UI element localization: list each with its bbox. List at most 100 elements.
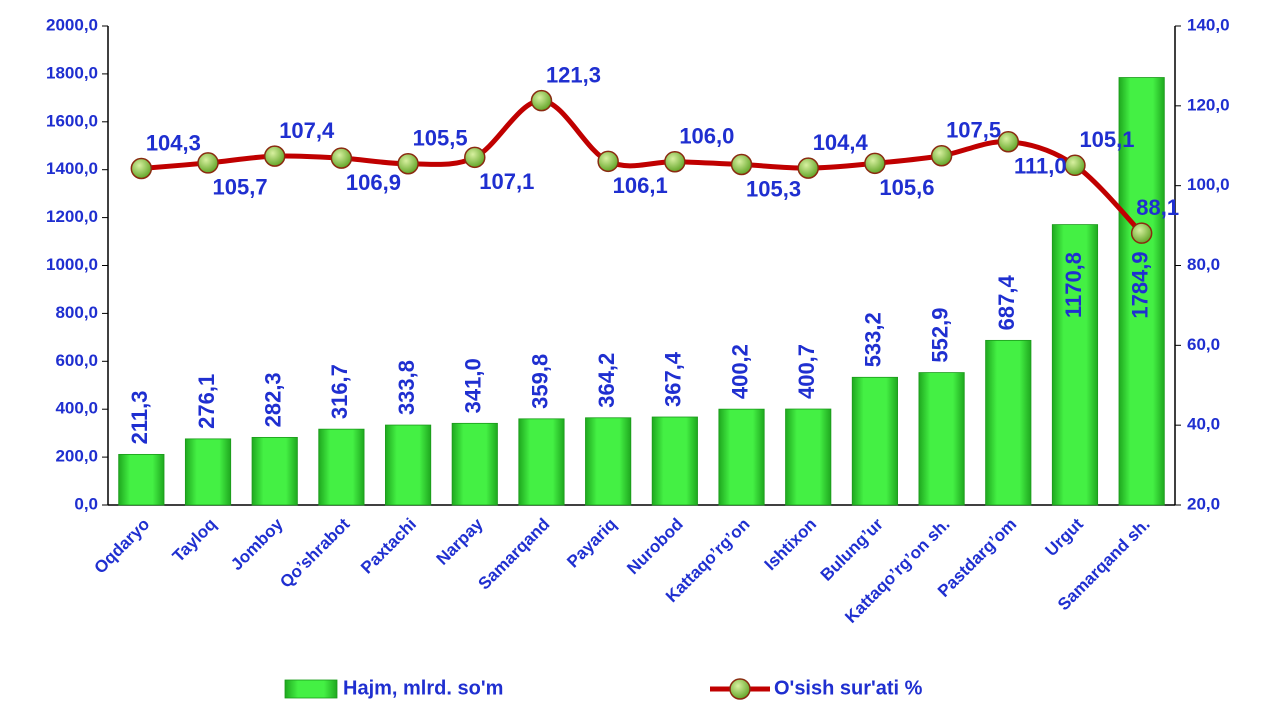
line-marker xyxy=(864,152,886,175)
line-value-label: 121,3 xyxy=(546,62,601,87)
line-value-label: 107,1 xyxy=(479,169,534,194)
line-value-label: 111,0 xyxy=(1014,154,1067,179)
x-tick-label: Ishtixon xyxy=(761,515,821,575)
line xyxy=(141,98,1144,235)
x-tick-label: Samarqand xyxy=(475,515,554,594)
x-tick-label: Paxtachi xyxy=(357,515,420,578)
bar-value-label: 359,8 xyxy=(527,354,552,409)
legend-label: O'sish sur'ati % xyxy=(774,677,923,699)
y-tick-label: 200,0 xyxy=(55,447,98,466)
bar xyxy=(518,418,565,506)
line-marker xyxy=(130,157,153,180)
bar xyxy=(985,339,1032,506)
x-tick-label: Urgut xyxy=(1041,514,1087,560)
line-marker xyxy=(1064,154,1086,177)
bar xyxy=(1051,224,1099,506)
y-tick-label: 0,0 xyxy=(74,494,98,513)
line-value-label: 107,5 xyxy=(946,118,1001,143)
x-tick-label: Tayloq xyxy=(169,515,220,566)
line-marker xyxy=(530,89,553,112)
x-tick-label: Narpay xyxy=(433,514,488,569)
line-value-label: 106,0 xyxy=(679,124,734,149)
y-tick-label: 1200,0 xyxy=(46,207,98,226)
line-value-label: 104,3 xyxy=(146,130,201,155)
bar xyxy=(918,372,965,506)
line-value-label: 105,3 xyxy=(746,176,801,201)
y2-tick-label: 60,0 xyxy=(1187,335,1220,354)
y-tick-label: 1800,0 xyxy=(46,63,98,82)
y2-tick-label: 100,0 xyxy=(1187,175,1230,194)
x-tick-label: Nurobod xyxy=(623,515,687,579)
bar-value-label: 211,3 xyxy=(127,391,152,445)
y-tick-label: 2000,0 xyxy=(46,15,98,34)
bar xyxy=(451,422,498,506)
bar-value-label: 364,2 xyxy=(594,353,619,408)
y-tick-label: 400,0 xyxy=(55,399,98,418)
bar-value-label: 400,2 xyxy=(727,344,752,399)
x-tick-label: Jomboy xyxy=(227,514,287,574)
line-value-label: 107,4 xyxy=(279,118,335,143)
bar xyxy=(785,408,832,506)
y2-tick-label: 80,0 xyxy=(1187,255,1220,274)
bar-value-label: 687,4 xyxy=(994,275,1019,331)
line-marker xyxy=(730,153,753,176)
legend-label: Hajm, mlrd. so'm xyxy=(343,677,503,699)
line-marker xyxy=(597,150,619,173)
bar xyxy=(251,436,298,506)
legend-marker xyxy=(729,678,751,700)
line-value-label: 105,1 xyxy=(1079,127,1134,152)
bar xyxy=(585,417,632,506)
line-value-label: 88,1 xyxy=(1136,195,1179,220)
y-tick-label: 1000,0 xyxy=(46,255,98,274)
line-value-label: 104,4 xyxy=(813,130,869,155)
bar-value-label: 316,7 xyxy=(327,364,352,419)
bar xyxy=(1118,77,1165,506)
line-marker xyxy=(664,150,686,173)
bar-value-label: 552,9 xyxy=(927,308,952,363)
line-marker xyxy=(197,152,219,174)
bar xyxy=(184,438,232,506)
x-tick-label: Oqdaryo xyxy=(90,515,153,578)
y2-tick-label: 140,0 xyxy=(1187,15,1230,34)
y-tick-label: 1400,0 xyxy=(46,159,98,178)
line-marker xyxy=(997,131,1020,153)
bar xyxy=(651,416,698,506)
bar xyxy=(718,408,765,506)
x-tick-label: Qo’shrabot xyxy=(276,514,353,591)
y2-tick-label: 20,0 xyxy=(1187,494,1220,513)
y-tick-label: 600,0 xyxy=(55,351,98,370)
x-tick-label: Payariq xyxy=(563,515,620,572)
line-marker xyxy=(464,146,486,169)
line-marker xyxy=(1130,222,1153,244)
bar-value-label: 1170,8 xyxy=(1061,252,1086,318)
line-value-label: 106,9 xyxy=(346,170,401,195)
y2-tick-label: 40,0 xyxy=(1187,415,1220,434)
bar-value-label: 282,3 xyxy=(261,372,286,427)
line-value-label: 105,6 xyxy=(879,175,934,200)
bar-value-label: 367,4 xyxy=(661,351,686,407)
bar-value-label: 533,2 xyxy=(861,312,886,367)
bar-value-label: 276,1 xyxy=(194,374,219,429)
line-marker xyxy=(797,157,819,179)
line-value-label: 105,7 xyxy=(213,175,268,200)
bar-value-label: 1784,9 xyxy=(1127,251,1152,318)
bar xyxy=(385,424,432,506)
y-tick-label: 1600,0 xyxy=(46,111,98,130)
legend-swatch xyxy=(284,679,338,699)
y2-tick-label: 120,0 xyxy=(1187,95,1230,114)
line-marker xyxy=(330,147,353,169)
line-marker xyxy=(263,145,286,167)
x-tick-label: Bulung’ur xyxy=(817,514,887,584)
bar xyxy=(851,376,898,506)
line-marker xyxy=(930,144,953,167)
line-value-label: 105,5 xyxy=(413,126,468,151)
bar xyxy=(118,453,165,506)
line-marker xyxy=(397,152,419,175)
bar xyxy=(318,428,365,506)
line-value-label: 106,1 xyxy=(613,173,668,198)
bar-value-label: 400,7 xyxy=(794,344,819,399)
y-tick-label: 800,0 xyxy=(55,303,98,322)
bar-value-label: 341,0 xyxy=(461,358,486,413)
bar-value-label: 333,8 xyxy=(394,360,419,415)
